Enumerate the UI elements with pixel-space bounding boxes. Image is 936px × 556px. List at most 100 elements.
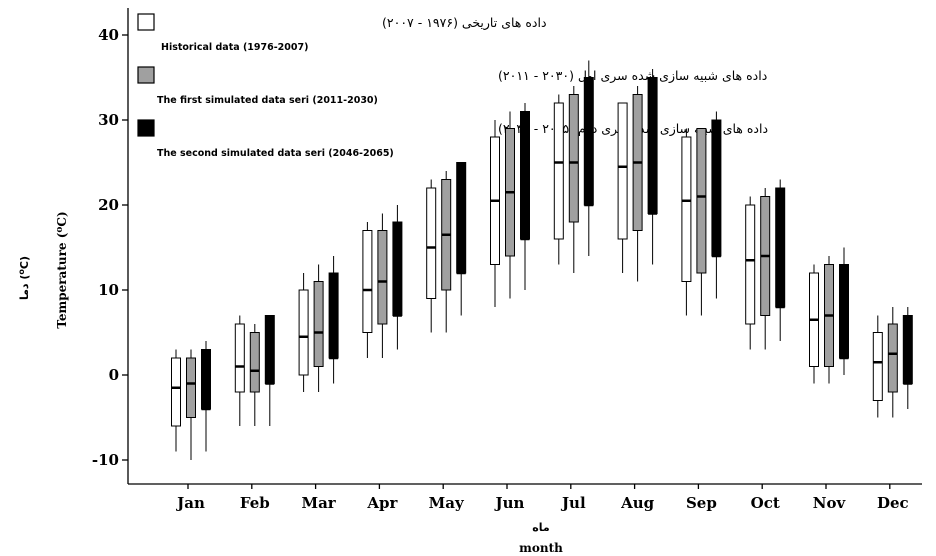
- box-3-aug: [647, 69, 658, 265]
- box-rect: [362, 230, 373, 333]
- y-tick-label: 20: [98, 196, 119, 214]
- y-axis-label-fa-degree: o: [17, 269, 26, 275]
- legend-swatch-1: [137, 13, 155, 31]
- y-axis-label-degree: o: [55, 227, 65, 233]
- box-3-oct: [775, 179, 786, 341]
- box-rect: [234, 323, 245, 393]
- box-rect: [568, 94, 579, 223]
- box-1-nov: [809, 264, 819, 384]
- x-tick-label: Feb: [240, 494, 270, 512]
- legend-label-en-3: The second simulated data seri (2046-206…: [157, 148, 394, 159]
- plot-area: [171, 60, 913, 460]
- box-rect: [745, 204, 756, 325]
- legend-label-en-1: Historical data (1976-2007): [161, 42, 308, 53]
- box-rect: [264, 315, 275, 384]
- x-tick-label: Oct: [751, 494, 780, 512]
- x-tick-label: May: [429, 494, 465, 512]
- box-1-aug: [617, 102, 628, 273]
- box-1-jul: [553, 94, 564, 265]
- box-rect: [186, 357, 196, 418]
- box-rect: [392, 221, 403, 316]
- box-rect: [902, 315, 913, 384]
- legend-label-fa-1: داده های تاریخی (۱۹۷۶ - ۲۰۰۷): [382, 15, 547, 31]
- box-3-feb: [264, 315, 275, 426]
- y-axis-label-fa: دما (oC): [17, 256, 31, 300]
- x-tick-label: Nov: [813, 494, 847, 512]
- box-rect: [313, 281, 324, 367]
- x-tick-label: Apr: [366, 494, 398, 512]
- y-tick-label: 0: [109, 366, 119, 384]
- y-axis-label: Temperature (oC): [55, 211, 69, 328]
- box-rect: [872, 332, 883, 401]
- box-rect: [328, 272, 339, 359]
- box-2-oct: [760, 188, 771, 350]
- x-tick-label: Mar: [301, 494, 336, 512]
- legend-label-en-2: The first simulated data seri (2011-2030…: [157, 95, 378, 106]
- box-rect: [839, 264, 849, 359]
- box-3-jun: [520, 103, 530, 290]
- box-2-nov: [824, 256, 834, 384]
- box-rect: [711, 119, 722, 257]
- y-axis-label-fa-text: دما: [18, 283, 31, 300]
- y-axis-label-fa-unit: C): [18, 256, 31, 269]
- box-rect: [249, 332, 260, 393]
- box-2-jan: [186, 349, 196, 460]
- box-rect: [696, 128, 707, 274]
- box-1-sep: [681, 128, 692, 316]
- box-rect: [201, 349, 211, 410]
- box-2-jun: [505, 111, 515, 299]
- box-1-oct: [745, 196, 756, 350]
- axes: -10 0 10 20 30 40 Jan Feb Mar Apr May Jun Jul Aug Sep O…: [92, 8, 922, 512]
- box-rect: [520, 111, 530, 240]
- box-1-jun: [490, 120, 500, 307]
- box-3-jul: [583, 60, 594, 256]
- box-2-apr: [377, 213, 388, 358]
- box-2-feb: [249, 324, 260, 426]
- box-rect: [456, 162, 467, 274]
- box-2-jul: [568, 86, 579, 273]
- x-tick-label: Dec: [877, 494, 909, 512]
- box-3-may: [456, 162, 467, 316]
- box-2-aug: [632, 86, 643, 282]
- y-axis-label-fa-paren: (: [18, 275, 31, 280]
- box-1-apr: [362, 222, 373, 358]
- box-3-nov: [839, 247, 849, 375]
- box-rect: [583, 77, 594, 206]
- x-tick-label: Aug: [620, 494, 655, 512]
- box-3-mar: [328, 256, 339, 384]
- y-tick-label: -10: [92, 451, 119, 469]
- box-rect: [298, 289, 309, 376]
- y-axis-label-text: Temperature (: [55, 232, 69, 328]
- box-1-feb: [234, 315, 245, 426]
- y-axis-label-unit: C): [55, 211, 69, 226]
- legend-label-fa-2: داده های شبیه سازی شده سری اول (۲۰۳۰ - ۲…: [498, 68, 767, 84]
- box-1-jan: [171, 349, 181, 452]
- y-tick-label: 10: [98, 281, 119, 299]
- x-axis-label-fa: ماه: [532, 521, 549, 534]
- x-tick-label: Jun: [494, 494, 525, 512]
- x-tick-label: Jul: [560, 494, 586, 512]
- y-tick-label: 30: [98, 111, 119, 129]
- box-1-dec: [872, 315, 883, 418]
- box-3-apr: [392, 205, 403, 350]
- box-rect: [887, 323, 898, 393]
- box-rect: [426, 187, 437, 299]
- box-rect: [377, 230, 388, 325]
- box-2-mar: [313, 264, 324, 392]
- box-1-mar: [298, 273, 309, 392]
- box-3-dec: [902, 307, 913, 409]
- box-3-sep: [711, 111, 722, 299]
- box-rect: [775, 187, 786, 308]
- box-2-may: [441, 171, 452, 333]
- box-2-sep: [696, 128, 707, 316]
- box-rect: [171, 357, 181, 427]
- box-1-may: [426, 179, 437, 333]
- box-rect: [647, 77, 658, 214]
- legend-swatch-2: [137, 66, 155, 84]
- box-rect: [617, 102, 628, 240]
- legend-swatch-3: [137, 119, 155, 137]
- x-tick-label: Jan: [175, 494, 205, 512]
- box-3-jan: [201, 341, 211, 452]
- box-2-dec: [887, 307, 898, 418]
